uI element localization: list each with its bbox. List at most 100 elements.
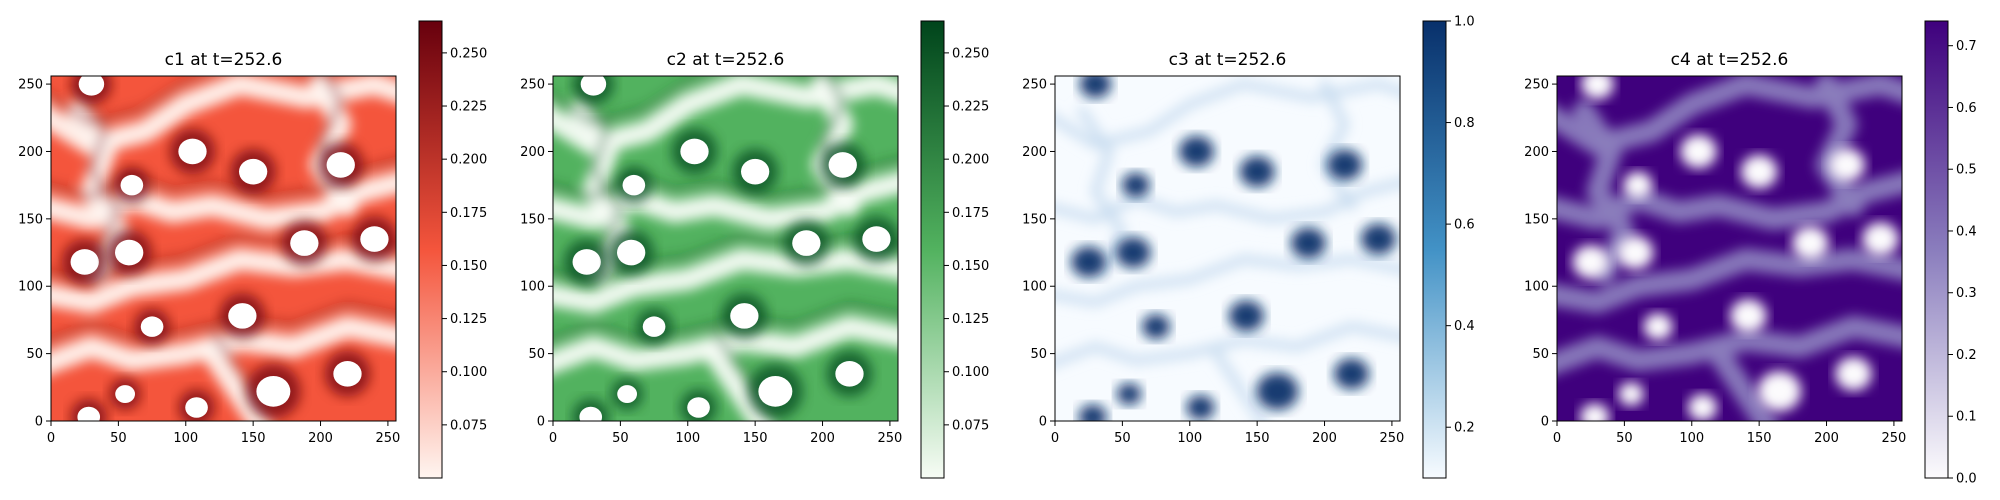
y-tick-label: 250 xyxy=(1022,78,1047,93)
blob-spot xyxy=(256,375,291,407)
blob-spot xyxy=(1792,226,1829,260)
blob-spot xyxy=(1643,313,1673,341)
x-tick-label: 50 xyxy=(612,431,629,446)
x-tick-label: 100 xyxy=(1177,431,1202,446)
y-tick-label: 200 xyxy=(1524,145,1549,160)
y-tick-label: 250 xyxy=(1524,78,1549,93)
x-tick-label: 0 xyxy=(549,431,557,446)
blob-spot xyxy=(140,316,164,337)
x-tick-label: 250 xyxy=(878,431,903,446)
heatmap-image xyxy=(1055,76,1400,421)
colorbar-tick-label: 0.150 xyxy=(952,259,989,274)
blob-spot xyxy=(178,138,207,165)
colorbar-tick-label: 0.175 xyxy=(952,206,989,221)
colorbar-tick-label: 0.8 xyxy=(1454,116,1475,131)
y-tick-label: 100 xyxy=(520,280,545,295)
y-tick-label: 150 xyxy=(1022,212,1047,227)
blob-spot xyxy=(1616,235,1654,270)
y-tick-label: 150 xyxy=(520,212,545,227)
blob-spot xyxy=(792,230,821,256)
colorbar-tick-label: 0.225 xyxy=(450,100,487,115)
blob-spot xyxy=(617,385,638,404)
x-tick-label: 0 xyxy=(1051,431,1059,446)
axes-frame xyxy=(1556,75,1903,422)
blob-spot xyxy=(835,361,864,387)
colorbar-tick-label: 0.250 xyxy=(450,46,487,61)
y-tick-label: 0 xyxy=(35,415,43,430)
x-tick-label: 250 xyxy=(376,431,401,446)
y-tick-label: 50 xyxy=(1532,347,1549,362)
x-tick-label: 150 xyxy=(743,431,768,446)
blob-spot xyxy=(1835,356,1872,391)
colorbar-tick-label: 0.2 xyxy=(1454,421,1475,436)
x-tick-label: 150 xyxy=(1245,431,1270,446)
panel-4: c4 at t=252.6 0 50 100 150 200 250 0 50 100 150 200… xyxy=(1524,20,1977,487)
blob-spot xyxy=(622,174,646,196)
x-tick-label: 50 xyxy=(110,431,127,446)
axes-frame xyxy=(50,75,397,422)
x-tick-label: 200 xyxy=(1814,431,1839,446)
blob-spot xyxy=(1078,404,1107,421)
blob-spot xyxy=(1290,227,1326,259)
x-tick-label: 100 xyxy=(173,431,198,446)
colorbar-tick-label: 0.075 xyxy=(450,418,487,433)
colorbar xyxy=(1422,20,1447,479)
x-tick-label: 100 xyxy=(675,431,700,446)
blob-spot xyxy=(1360,223,1396,255)
axes-frame xyxy=(1054,75,1401,422)
x-tick-label: 150 xyxy=(1747,431,1772,446)
panel-title: c4 at t=252.6 xyxy=(1671,50,1789,70)
y-tick-label: 100 xyxy=(1022,280,1047,295)
colorbar-tick-label: 0.250 xyxy=(952,46,989,61)
blob-spot xyxy=(70,249,99,275)
blob-spot xyxy=(1121,172,1150,198)
blob-spot xyxy=(828,152,857,178)
blob-spot xyxy=(78,76,105,96)
blob-spot xyxy=(740,158,770,185)
blob-spot xyxy=(1115,237,1151,269)
panel-1: c1 at t=252.6 0 50 100 150 200 250 0 50 100 150 200… xyxy=(18,20,487,479)
panel-title: c1 at t=252.6 xyxy=(165,50,283,70)
blob-spot xyxy=(115,239,144,266)
blob-spot xyxy=(185,397,208,418)
blob-spot xyxy=(862,226,891,252)
field-band xyxy=(1077,106,1128,278)
field-ridge xyxy=(576,85,625,255)
blob-spot xyxy=(1730,299,1767,333)
panel-title: c2 at t=252.6 xyxy=(667,50,785,70)
field-band xyxy=(1573,100,1636,284)
x-tick-label: 250 xyxy=(1380,431,1405,446)
blob-spot xyxy=(228,303,257,329)
panel-3: c3 at t=252.6 0 50 100 150 200 250 0 50 100 150 200… xyxy=(1022,15,1475,479)
colorbar-tick-label: 0.125 xyxy=(952,312,989,327)
blob-spot xyxy=(77,406,101,421)
colorbar-tick-label: 0.175 xyxy=(450,206,487,221)
colorbar-tick-label: 1.0 xyxy=(1454,15,1475,30)
field-band xyxy=(1211,348,1268,421)
y-tick-label: 250 xyxy=(520,78,545,93)
y-tick-label: 200 xyxy=(520,145,545,160)
field-ridge xyxy=(74,85,123,255)
blob-spot xyxy=(1572,245,1609,279)
x-tick-label: 100 xyxy=(1679,431,1704,446)
blob-spot xyxy=(1186,395,1215,420)
blob-spot xyxy=(326,152,355,178)
blob-spot xyxy=(572,249,601,275)
blob-spot xyxy=(1079,76,1112,99)
colorbar-tick-label: 0.100 xyxy=(450,365,487,380)
x-tick-label: 200 xyxy=(1312,431,1337,446)
blob-spot xyxy=(1239,156,1275,188)
blob-spot xyxy=(687,397,710,418)
y-tick-label: 0 xyxy=(1541,415,1549,430)
colorbar-tick-label: 0.7 xyxy=(1956,39,1977,54)
colorbar-tick-label: 0.200 xyxy=(952,153,989,168)
x-tick-label: 0 xyxy=(47,431,55,446)
x-tick-label: 250 xyxy=(1882,431,1907,446)
colorbar-tick-label: 0.075 xyxy=(952,418,989,433)
colorbar-tick-label: 0.5 xyxy=(1956,163,1977,178)
blob-spot xyxy=(1862,222,1899,256)
x-tick-label: 50 xyxy=(1616,431,1633,446)
y-tick-label: 50 xyxy=(528,347,545,362)
blob-spot xyxy=(580,76,607,96)
